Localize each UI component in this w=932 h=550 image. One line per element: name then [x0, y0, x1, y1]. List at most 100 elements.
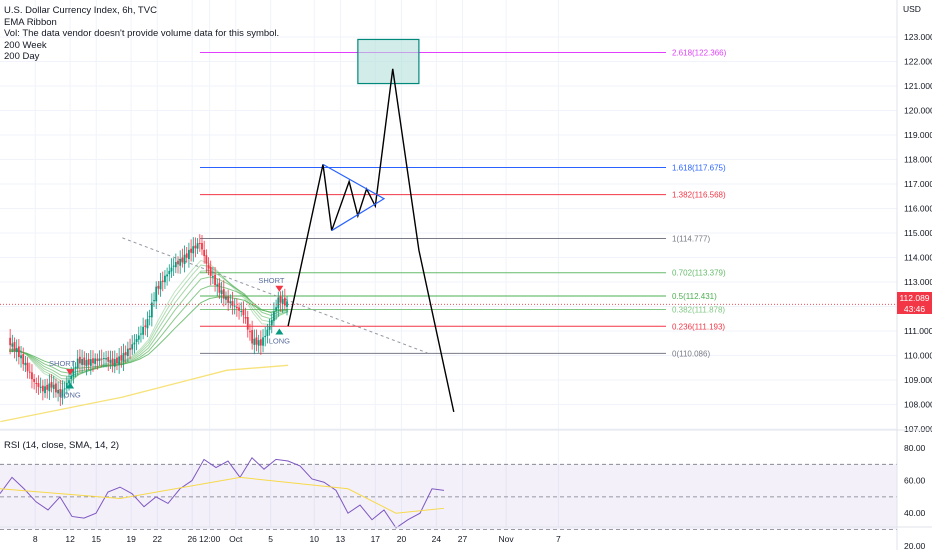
y-tick-label: 123.000: [904, 32, 932, 42]
candle-body: [161, 280, 164, 282]
rsi-legend[interactable]: RSI (14, close, SMA, 14, 2): [4, 440, 120, 451]
candle-body: [46, 384, 49, 390]
candle-body: [133, 342, 136, 345]
candle-body: [107, 357, 110, 362]
x-tick-label: 22: [153, 534, 163, 544]
candle-body: [140, 333, 142, 335]
legend-vol[interactable]: Vol: The data vendor doesn't provide vol…: [4, 28, 280, 39]
candle-body: [150, 302, 153, 318]
countdown-timer: 43:46: [903, 303, 926, 314]
fib-label: 1.382(116.568): [672, 191, 726, 200]
legend-200-day[interactable]: 200 Day: [4, 51, 40, 62]
target-zone[interactable]: [357, 38, 420, 85]
candle-body: [26, 362, 29, 372]
y-tick-label: 122.000: [904, 57, 932, 67]
legend-title[interactable]: U.S. Dollar Currency Index, 6h, TVC: [4, 5, 157, 16]
candle-body: [87, 358, 90, 365]
candle-body: [148, 315, 151, 318]
candle-body: [63, 388, 66, 390]
candle-body: [196, 243, 199, 249]
rsi-lines: [0, 456, 445, 529]
candle-body: [52, 384, 55, 389]
y-tick-label: 111.000: [904, 326, 932, 336]
candle-body: [155, 286, 158, 302]
y-tick-label: 116.000: [904, 204, 932, 214]
long-signal-label: LONG: [269, 337, 290, 346]
candle-body: [185, 253, 188, 258]
candle-body: [37, 383, 40, 387]
ma-200-line: [0, 364, 289, 423]
y-tick-label: 107.000: [904, 424, 932, 434]
triangle-pattern[interactable]: [322, 163, 386, 232]
candle-body: [79, 356, 81, 364]
x-tick-label: 19: [126, 534, 136, 544]
candle-body: [126, 348, 129, 357]
candle-body: [266, 329, 269, 336]
candle-body: [159, 281, 162, 290]
ema-ribbon-line: [9, 276, 289, 378]
candle-body: [201, 243, 203, 250]
candle-body: [74, 366, 77, 368]
candle-body: [131, 344, 134, 350]
candle-body: [57, 389, 60, 394]
candle-body: [17, 346, 20, 358]
candle-body: [137, 335, 140, 340]
candle-body: [262, 337, 264, 346]
candle-body: [286, 301, 288, 307]
rsi-tick-label: 20.00: [904, 541, 926, 550]
long-signal-label: LONG: [59, 390, 80, 399]
legend-200-week[interactable]: 200 Week: [4, 39, 47, 51]
candle-body: [44, 386, 46, 394]
short-signal-marker: [275, 285, 284, 292]
candle-body: [50, 382, 53, 388]
signals: SHORT LONG SHORT LONG: [49, 276, 290, 400]
candle-body: [238, 307, 240, 311]
currency-label: USD: [903, 4, 921, 14]
candle-body: [11, 343, 14, 347]
x-tick-label: Oct: [229, 534, 243, 544]
y-tick-label: 110.000: [904, 351, 932, 361]
fib-label: 0.236(111.193): [672, 322, 725, 331]
candle-body: [172, 265, 175, 267]
candles: [9, 234, 288, 407]
candle-body: [28, 371, 31, 373]
candle-body: [92, 358, 94, 364]
candle-body: [188, 249, 190, 260]
candle-body: [120, 355, 123, 361]
current-price-tag: 112.089 43:46: [897, 292, 932, 314]
dashed-trendline[interactable]: [122, 237, 428, 354]
candle-body: [65, 382, 68, 389]
chart-legend: U.S. Dollar Currency Index, 6h, TVC EMA …: [4, 5, 279, 63]
candle-body: [270, 319, 273, 326]
candle-body: [33, 379, 36, 382]
candle-body: [142, 326, 145, 335]
candle-body: [39, 386, 42, 388]
fibonacci-levels: 0(110.086) 0.236(111.193) 0.382(111.878) 0.…: [200, 49, 727, 358]
candle-body: [207, 264, 210, 269]
projection-line: [287, 68, 455, 412]
rsi-line: [0, 456, 445, 529]
candle-body: [246, 317, 249, 330]
candle-body: [220, 290, 223, 295]
projection-path[interactable]: [287, 68, 455, 412]
x-tick-label: 7: [556, 534, 561, 544]
y-tick-label: 118.000: [904, 155, 932, 165]
candle-body: [192, 246, 195, 254]
fib-label: 0.702(113.379): [672, 269, 726, 278]
legend-ema[interactable]: EMA Ribbon: [4, 16, 57, 28]
candle-body: [20, 355, 22, 359]
candle-body: [214, 274, 216, 286]
triangle-lines: [322, 163, 386, 232]
candle-body: [61, 389, 64, 397]
candle-body: [94, 358, 97, 364]
current-price-value: 112.089: [899, 293, 930, 303]
candle-body: [205, 255, 208, 264]
candle-body: [194, 245, 197, 249]
x-tick-label: 13: [336, 534, 346, 544]
candle-body: [253, 338, 256, 345]
y-tick-label: 120.000: [904, 106, 932, 116]
candle-body: [22, 354, 25, 365]
candle-body: [203, 249, 206, 257]
candle-body: [235, 306, 238, 309]
